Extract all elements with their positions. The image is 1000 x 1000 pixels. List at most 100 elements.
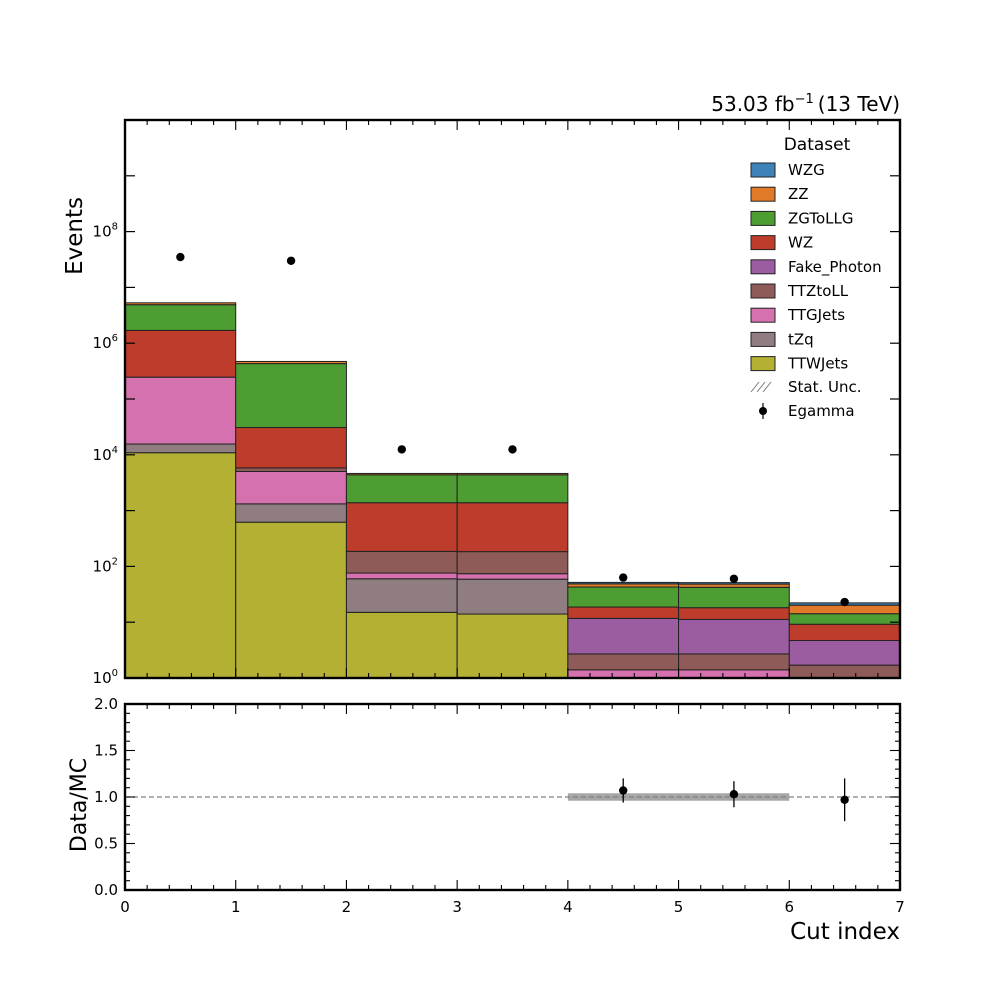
stack-bar-ttgjets-bin-5: [678, 669, 790, 679]
stack-bar-zgtollg-bin-6: [788, 613, 901, 625]
y-tick-label: 106: [93, 333, 118, 352]
stack-bar-zz-bin-3: [456, 472, 569, 476]
legend-entry-stat-unc: Stat. Unc.: [750, 378, 862, 396]
data-point: [286, 256, 296, 265]
stack-bar-ttztoll-bin-4: [567, 653, 680, 671]
stack-bar-fake-photon-bin-6: [788, 639, 901, 666]
legend-swatch: [750, 307, 776, 323]
stack-bar-zgtollg-bin-5: [678, 586, 790, 609]
ratio-x-axis-ticks: 0 1 2 3 4 5 6 7: [120, 704, 905, 916]
legend-label: WZ: [788, 234, 813, 252]
legend-label-stat-unc: Stat. Unc.: [788, 378, 862, 396]
stack-bar-fake-photon-bin-4: [567, 617, 680, 655]
ratio-y-tick-label: 1.5: [94, 742, 118, 760]
stack-bar-wz-bin-3: [456, 502, 569, 553]
legend-swatch: [750, 162, 776, 178]
legend-entry-ttgjets: TTGJets: [750, 306, 845, 324]
legend-label: ZGToLLG: [788, 209, 854, 227]
stack-bar-ttgjets-bin-4: [567, 669, 680, 679]
y-tick-label: 102: [93, 556, 118, 575]
stack-bar-zz-bin-1: [235, 360, 347, 365]
ratio-y-tick-label: 0.5: [94, 835, 118, 853]
stack-bar-zz-bin-0: [124, 302, 237, 306]
legend-title: Dataset: [784, 135, 851, 155]
stack-bar-zz-bin-6: [788, 604, 901, 615]
main-plot-frame: [123, 118, 902, 680]
legend-label: TTWJets: [787, 355, 848, 373]
stack-bar-ttgjets-bin-3: [456, 573, 569, 580]
legend-label: TTZtoLL: [787, 282, 849, 300]
ratio-point: [619, 786, 628, 795]
ratio-y-tick-label: 2.0: [94, 695, 118, 713]
x-tick-label: 1: [231, 898, 241, 916]
legend-entry-wz: WZ: [750, 234, 813, 252]
stack-bar-tzq-bin-3: [456, 578, 569, 615]
legend-swatch: [750, 356, 776, 372]
luminosity-label: 53.03 fb−1 (13 TeV): [711, 92, 900, 116]
legend-label: TTGJets: [787, 306, 845, 324]
stack-bar-tzq-bin-2: [345, 578, 458, 613]
legend-entry-ttwjets: TTWJets: [750, 355, 848, 373]
legend-swatch: [750, 283, 776, 299]
stack-bar-zgtollg-bin-2: [345, 474, 458, 504]
stack-bar-ttwjets-bin-2: [345, 611, 458, 679]
data-points: [176, 252, 849, 607]
stack-bar-ttgjets-bin-1: [235, 471, 347, 505]
stack-bar-ttztoll-bin-6: [788, 664, 901, 679]
stack-bar-wz-bin-1: [235, 427, 347, 469]
data-point: [729, 574, 739, 583]
stack-bar-zgtollg-bin-0: [124, 304, 237, 331]
stack-bar-zgtollg-bin-3: [456, 474, 569, 504]
data-point: [619, 573, 628, 582]
y-tick-label: 108: [93, 222, 118, 241]
stack-bar-ttwjets-bin-0: [124, 452, 237, 679]
stack-bar-ttwjets-bin-1: [235, 521, 347, 679]
x-tick-label: 3: [452, 898, 462, 916]
x-tick-label: 4: [563, 898, 573, 916]
data-point: [176, 252, 185, 262]
x-tick-label: 6: [785, 898, 795, 916]
data-point: [840, 597, 849, 607]
ratio-point: [840, 795, 849, 804]
stacked-histogram: [124, 302, 901, 679]
legend-label: Fake_Photon: [788, 258, 882, 277]
stack-bar-wz-bin-6: [788, 623, 901, 641]
stack-bar-ttwjets-bin-3: [456, 613, 569, 679]
ratio-plot-frame: [123, 702, 902, 892]
stack-bar-zgtollg-bin-4: [567, 586, 680, 608]
ratio-points: [619, 778, 849, 822]
stack-bar-zgtollg-bin-1: [235, 363, 347, 429]
legend-entry-zz: ZZ: [750, 185, 809, 203]
stack-bar-ttgjets-bin-2: [345, 572, 458, 580]
x-tick-label: 5: [674, 898, 684, 916]
hatch-swatch-icon: [750, 381, 772, 393]
legend-label: tZq: [788, 330, 814, 348]
legend-entry-fake-photon: Fake_Photon: [750, 258, 882, 277]
stack-bar-fake-photon-bin-5: [678, 618, 790, 655]
legend-swatch: [750, 210, 776, 226]
legend-swatch: [750, 235, 776, 251]
stack-bar-ttztoll-bin-2: [345, 550, 458, 574]
stack-bar-ttztoll-bin-3: [456, 551, 569, 575]
data-point: [508, 445, 517, 454]
stack-bar-tzq-bin-0: [124, 443, 237, 454]
x-tick-label: 2: [342, 898, 352, 916]
stack-bar-wz-bin-2: [345, 502, 458, 552]
ratio-y-tick-label: 0.0: [94, 881, 118, 899]
legend-entry-data: Egamma: [759, 402, 855, 420]
legend-swatch: [750, 259, 776, 275]
ratio-y-axis-label: Data/MC: [67, 758, 92, 852]
legend-swatch: [750, 186, 776, 202]
x-tick-label: 7: [895, 898, 905, 916]
stack-bar-wzg-bin-4: [567, 581, 680, 585]
stack-bar-wz-bin-4: [567, 606, 680, 619]
x-tick-label: 0: [120, 898, 130, 916]
y-tick-label: 104: [93, 445, 118, 464]
stack-bar-wz-bin-0: [124, 329, 237, 378]
legend-entry-zgtollg: ZGToLLG: [750, 209, 854, 227]
stack-bar-wz-bin-5: [678, 607, 790, 620]
y-tick-label: 100: [93, 668, 118, 687]
x-axis-label: Cut index: [790, 919, 900, 945]
legend: Dataset WZG ZZ ZGToLLG WZ Fake_Photon TTZtoLL…: [750, 135, 882, 420]
